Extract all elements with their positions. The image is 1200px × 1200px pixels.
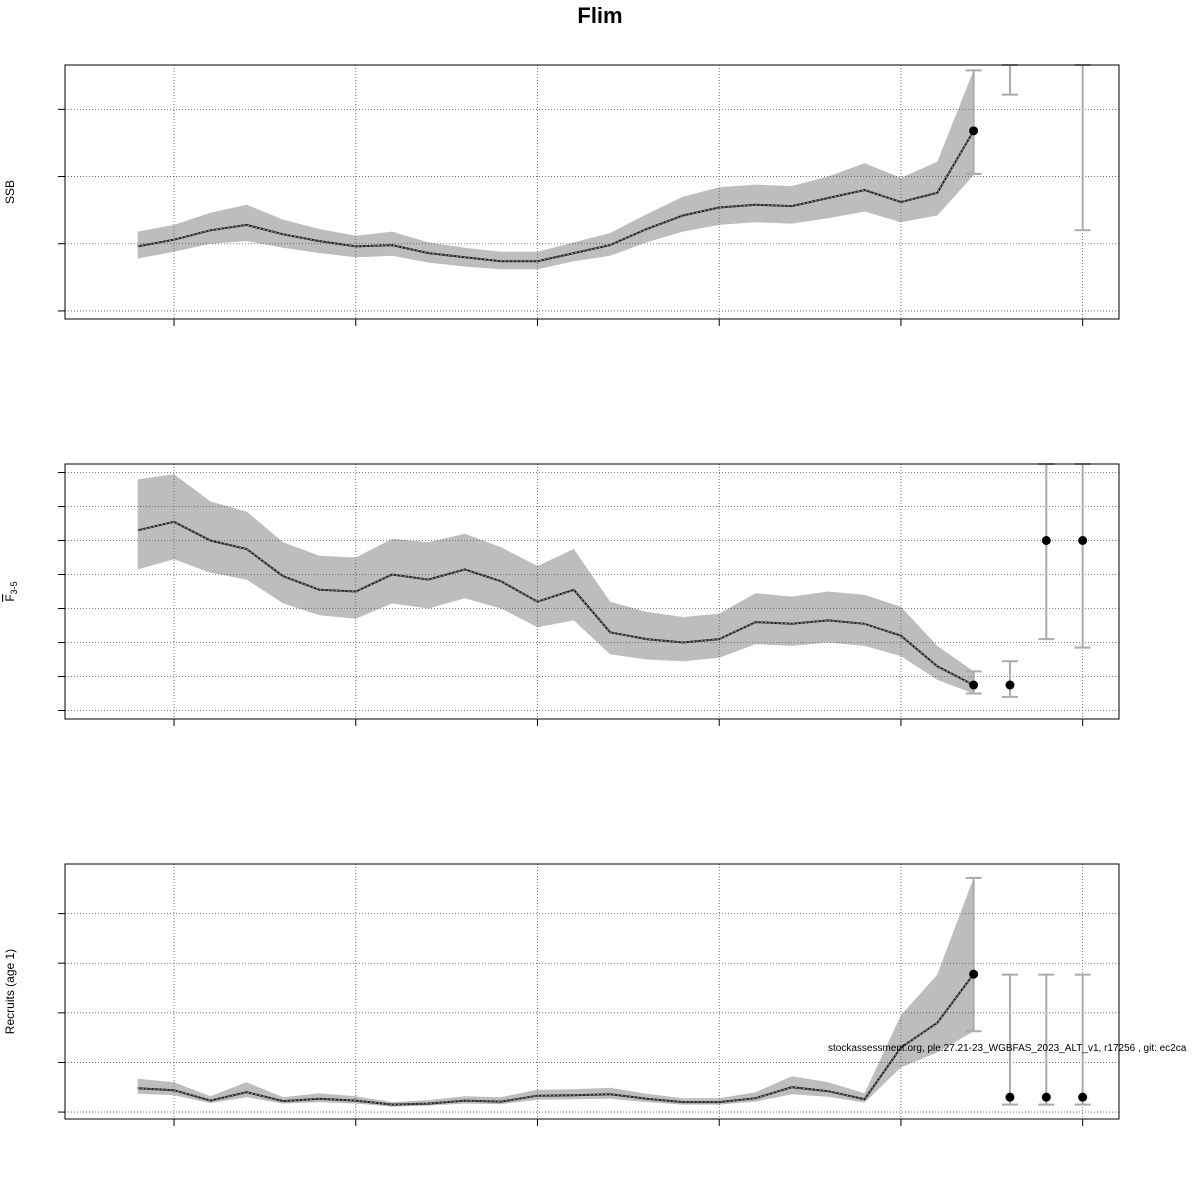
data-point (1041, 1092, 1051, 1102)
confidence-band (137, 877, 974, 1107)
data-point (969, 969, 979, 979)
ssb-panel: SSB (3, 64, 1120, 326)
y-axis-label: SSB (3, 180, 17, 204)
estimate-line-dots (137, 130, 975, 262)
data-point (969, 680, 979, 690)
data-point (1005, 680, 1015, 690)
plot-frame (64, 64, 1120, 320)
fbar-panel: F3-5 (3, 463, 1120, 726)
estimate-line (137, 973, 975, 1106)
data-point (1041, 536, 1051, 545)
chart-title: Flim (577, 3, 623, 28)
y-axis-label: F3-5 (3, 581, 19, 601)
plot-frame (64, 463, 1120, 720)
estimate-line-dots (137, 521, 974, 686)
recruits-panel: Recruits (age 1) (3, 863, 1120, 1126)
data-point (969, 126, 979, 136)
y-axis-label-subscript: 3-5 (9, 581, 19, 594)
data-point (1005, 1092, 1015, 1102)
y-axis-label-main: Recruits (age 1) (3, 949, 17, 1034)
data-point (1078, 1092, 1088, 1102)
y-axis-label-main: SSB (3, 180, 17, 204)
estimate-line-dots (137, 973, 975, 1106)
y-axis-label-main: F (3, 594, 17, 601)
plot-frame (64, 863, 1120, 1120)
footer-note: stockassessment.org, ple.27.21-23_WGBFAS… (828, 1043, 1187, 1054)
data-point (1078, 536, 1088, 545)
confidence-band (137, 70, 974, 270)
y-axis-label: Recruits (age 1) (3, 949, 17, 1034)
confidence-band (137, 474, 974, 694)
